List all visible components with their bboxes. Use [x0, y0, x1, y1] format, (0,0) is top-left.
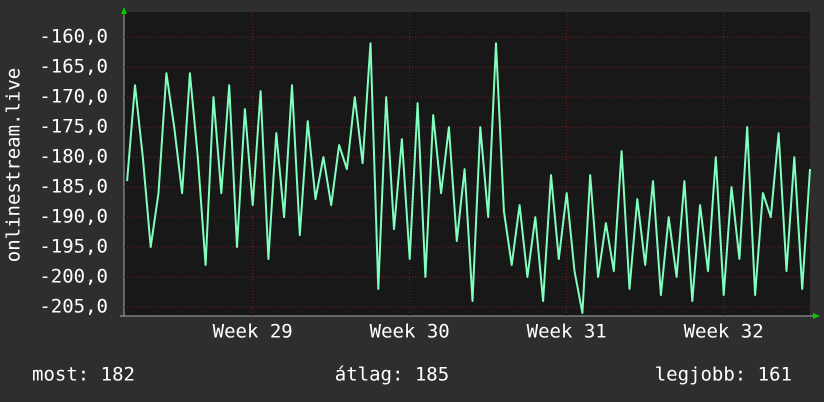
y-tick-label: -195,0 — [39, 236, 108, 258]
x-tick-label: Week 32 — [684, 321, 764, 343]
y-tick-label: -190,0 — [39, 206, 108, 228]
axis-arrow — [813, 313, 820, 319]
stat: átlag: 185 — [335, 364, 449, 386]
y-axis-label: onlinestream.live — [3, 68, 25, 262]
x-tick-label: Week 29 — [213, 321, 293, 343]
stat: most: 182 — [32, 364, 135, 386]
y-tick-label: -165,0 — [39, 56, 108, 78]
y-tick-label: -170,0 — [39, 86, 108, 108]
y-tick-label: -185,0 — [39, 176, 108, 198]
y-tick-label: -180,0 — [39, 146, 108, 168]
y-tick-label: -160,0 — [39, 26, 108, 48]
stats: most: 182 átlag: 185 legjobb: 161 — [32, 364, 792, 386]
stat: legjobb: 161 — [655, 364, 792, 386]
x-tick-label: Week 31 — [527, 321, 607, 343]
x-tick-label: Week 30 — [370, 321, 450, 343]
y-tick-label: -200,0 — [39, 266, 108, 288]
y-tick-label: -175,0 — [39, 116, 108, 138]
y-tick-label: -205,0 — [39, 296, 108, 318]
data-line — [126, 42, 811, 314]
axis-arrow — [121, 7, 127, 14]
